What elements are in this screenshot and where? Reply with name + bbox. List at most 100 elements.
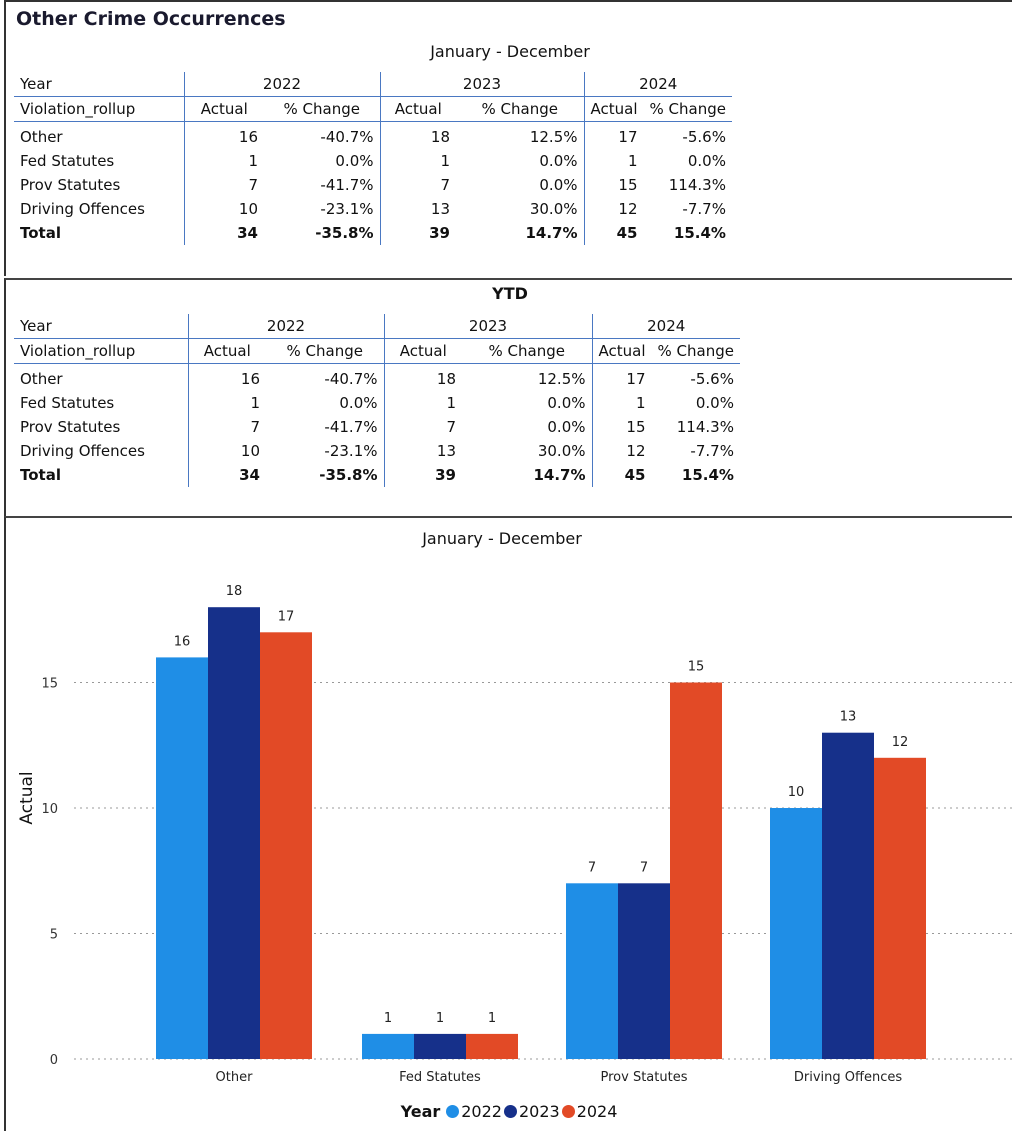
change-column-header: % Change	[462, 338, 592, 364]
change-column-header: % Change	[643, 96, 732, 122]
year-column-header: 2022	[187, 314, 384, 339]
change-value: 0.0%	[335, 152, 374, 170]
bar-2024	[874, 757, 926, 1059]
occurrence-table-jan-dec: Year 2022 2023 2024 Violation_rollup Actual% …	[14, 72, 732, 245]
chart-legend: Year 2022 2023 2024	[6, 1102, 1012, 1121]
bar-2022	[566, 883, 618, 1059]
change-value: -40.7%	[324, 370, 378, 388]
actual-value: 16	[187, 363, 266, 391]
table-caption: YTD	[492, 284, 528, 303]
change-column-header: % Change	[651, 338, 740, 364]
data-label: 7	[640, 860, 648, 875]
actual-value: 7	[383, 415, 462, 439]
change-value: 15.4%	[681, 466, 734, 484]
actual-value: 18	[379, 121, 456, 149]
change-value: 15.4%	[673, 224, 726, 242]
actual-value: 13	[383, 439, 462, 463]
change-value: 14.7%	[525, 224, 578, 242]
row-header: Violation_rollup	[14, 338, 188, 364]
table-row: Prov Statutes 7 -41.7% 7 0.0% 15 114.3%	[14, 173, 732, 197]
table-row: Other 16 -40.7% 18 12.5% 17 -5.6%	[14, 363, 740, 391]
data-label: 17	[278, 609, 295, 624]
change-column-header: % Change	[456, 96, 584, 122]
actual-value: 10	[183, 197, 264, 221]
row-label: Total	[20, 224, 61, 242]
row-label: Prov Statutes	[20, 418, 121, 436]
data-label: 12	[892, 735, 909, 750]
x-tick-label: Fed Statutes	[399, 1070, 481, 1085]
bar-chart: January - DecemberActual051015161817Othe…	[17, 529, 1012, 1085]
data-label: 18	[226, 584, 243, 599]
table-year-header-row: Year 2022 2023 2024	[14, 72, 732, 97]
table-row: Total 34 -35.8% 39 14.7% 45 15.4%	[14, 221, 732, 245]
bar-2023	[208, 607, 260, 1059]
change-value: -41.7%	[324, 418, 378, 436]
y-axis-label: Actual	[17, 771, 37, 824]
change-value: -5.6%	[690, 370, 734, 388]
y-tick-label: 5	[50, 928, 58, 943]
row-label: Other	[20, 128, 63, 146]
actual-value: 7	[379, 173, 456, 197]
data-label: 16	[174, 634, 191, 649]
table-row: Other 16 -40.7% 18 12.5% 17 -5.6%	[14, 121, 732, 149]
change-value: -35.8%	[315, 224, 374, 242]
table-row: Fed Statutes 1 0.0% 1 0.0% 1 0.0%	[14, 149, 732, 173]
change-value: 0.0%	[695, 394, 734, 412]
actual-value: 16	[183, 121, 264, 149]
actual-column-header: Actual	[183, 96, 264, 122]
legend-swatch	[503, 1105, 517, 1118]
actual-value: 1	[183, 149, 264, 173]
change-value: 0.0%	[339, 394, 378, 412]
change-value: 114.3%	[676, 418, 734, 436]
table-subheader-row: Violation_rollup Actual% Change Actual% Ch…	[14, 96, 732, 122]
change-value: -5.6%	[682, 128, 726, 146]
year-header: Year	[14, 314, 188, 339]
change-value: -23.1%	[324, 442, 378, 460]
actual-column-header: Actual	[187, 338, 266, 364]
table-row: Prov Statutes 7 -41.7% 7 0.0% 15 114.3%	[14, 415, 740, 439]
y-tick-label: 0	[50, 1053, 58, 1068]
bar-2023	[822, 732, 874, 1059]
table-row: Driving Offences 10 -23.1% 13 30.0% 12 -7.7%	[14, 197, 732, 221]
change-value: -7.7%	[682, 200, 726, 218]
actual-value: 7	[183, 173, 264, 197]
actual-value: 39	[379, 221, 456, 245]
bar-2024	[260, 632, 312, 1059]
actual-column-header: Actual	[583, 96, 644, 122]
change-column-header: % Change	[266, 338, 384, 364]
table-year-header-row: Year 2022 2023 2024	[14, 314, 740, 339]
actual-value: 1	[187, 391, 266, 415]
bar-2022	[770, 808, 822, 1059]
actual-column-header: Actual	[379, 96, 456, 122]
change-value: 0.0%	[687, 152, 726, 170]
year-column-header: 2022	[183, 72, 380, 97]
actual-value: 17	[591, 363, 652, 391]
table-section-jan-dec: January - December Year 2022 2023 2024 Viola…	[4, 38, 1012, 276]
x-tick-label: Prov Statutes	[601, 1070, 688, 1085]
change-value: -35.8%	[319, 466, 378, 484]
bar-2024	[670, 682, 722, 1059]
legend-title: Year	[400, 1102, 441, 1121]
change-value: 30.0%	[529, 200, 578, 218]
actual-value: 17	[583, 121, 644, 149]
data-label: 13	[840, 710, 857, 725]
change-value: 114.3%	[668, 176, 726, 194]
actual-value: 34	[183, 221, 264, 245]
change-value: 0.0%	[539, 176, 578, 194]
year-column-header: 2023	[379, 72, 584, 97]
data-label: 10	[788, 785, 805, 800]
legend-entry: 2022	[461, 1102, 502, 1121]
actual-value: 1	[383, 391, 462, 415]
table-row: Driving Offences 10 -23.1% 13 30.0% 12 -7.7%	[14, 439, 740, 463]
change-value: 14.7%	[533, 466, 586, 484]
actual-value: 39	[383, 463, 462, 487]
actual-value: 15	[583, 173, 644, 197]
actual-value: 12	[591, 439, 652, 463]
change-value: 12.5%	[529, 128, 578, 146]
change-value: 0.0%	[547, 394, 586, 412]
x-tick-label: Driving Offences	[794, 1070, 902, 1085]
data-label: 1	[436, 1011, 444, 1026]
row-label: Other	[20, 370, 63, 388]
page-title: Other Crime Occurrences	[4, 0, 1012, 38]
row-label: Prov Statutes	[20, 176, 121, 194]
